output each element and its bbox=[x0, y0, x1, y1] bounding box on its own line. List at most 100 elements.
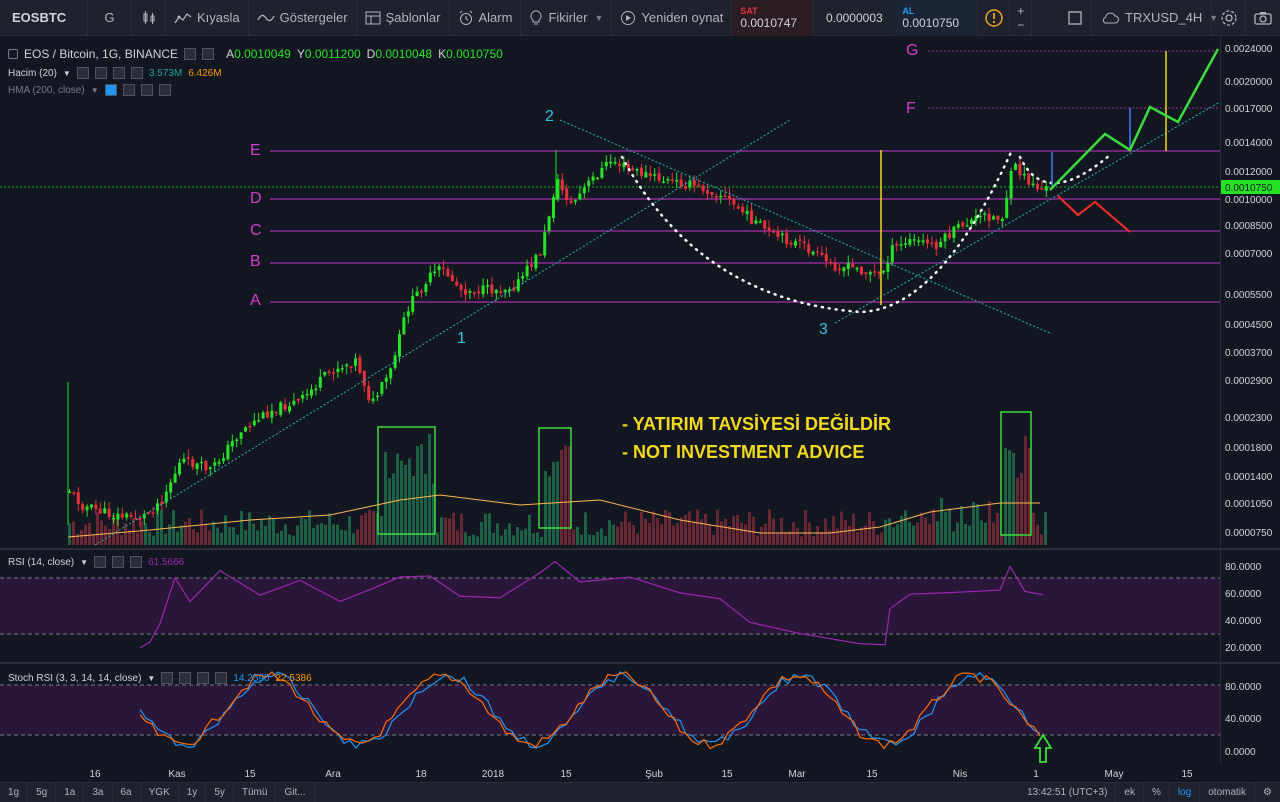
eye-icon[interactable] bbox=[94, 556, 107, 568]
clock[interactable]: 13:42:51 (UTC+3) bbox=[1019, 782, 1117, 802]
interval-button[interactable]: G bbox=[88, 0, 132, 36]
price-tick-label: 0.0017000 bbox=[1225, 104, 1273, 115]
eye-icon[interactable] bbox=[184, 48, 197, 60]
candle-body bbox=[670, 179, 674, 181]
volume-highlight-box bbox=[1000, 411, 1032, 536]
symbol-search-button[interactable]: EOSBTC bbox=[0, 0, 88, 36]
stoch-title[interactable]: Stoch RSI (3, 3, 14, 14, close) bbox=[8, 672, 142, 684]
volume-bar bbox=[188, 518, 191, 545]
chevron-down-icon[interactable]: ▼ bbox=[147, 673, 156, 683]
range-button[interactable]: 5y bbox=[206, 782, 234, 802]
candle-body bbox=[860, 266, 863, 275]
chevron-down-icon[interactable]: ▼ bbox=[80, 557, 89, 567]
range-button[interactable]: Tümü bbox=[234, 782, 277, 802]
minus-icon[interactable]: − bbox=[1017, 17, 1025, 32]
volume-bar bbox=[204, 524, 207, 545]
alert-button[interactable]: Alarm bbox=[450, 0, 522, 36]
percent-toggle[interactable]: % bbox=[1144, 782, 1170, 802]
cup-curve bbox=[620, 148, 1014, 314]
trade-info-button[interactable] bbox=[978, 0, 1011, 36]
candle-body bbox=[455, 281, 459, 286]
add-icon[interactable] bbox=[197, 672, 210, 684]
volume-bar bbox=[1040, 534, 1043, 545]
settings-icon[interactable] bbox=[94, 67, 107, 79]
chart-canvas[interactable] bbox=[0, 36, 1220, 764]
close-icon[interactable] bbox=[158, 84, 171, 96]
volume-title[interactable]: Hacim (20) bbox=[8, 67, 57, 79]
hma-title[interactable]: HMA (200, close) bbox=[8, 84, 85, 96]
axis-settings-button[interactable]: ⚙ bbox=[1263, 786, 1272, 798]
settings-icon[interactable] bbox=[122, 84, 135, 96]
ideas-button[interactable]: Fikirler ▼ bbox=[521, 0, 613, 36]
settings-button[interactable] bbox=[1212, 0, 1246, 36]
price-axis[interactable]: 0.0024000 0.0020000 0.0017000 0.0014000 0.00… bbox=[1220, 36, 1280, 764]
chart-area[interactable] bbox=[0, 36, 1220, 764]
volume-bar bbox=[436, 532, 439, 545]
snapshot-button[interactable] bbox=[1246, 0, 1280, 36]
templates-button[interactable]: Şablonlar bbox=[357, 0, 450, 36]
volume-bar bbox=[228, 527, 231, 545]
volume-bar bbox=[96, 512, 99, 545]
main-series-title[interactable]: EOS / Bitcoin, 1G, BINANCE bbox=[24, 47, 179, 61]
eye-icon[interactable] bbox=[161, 672, 174, 684]
volume-bar bbox=[512, 535, 515, 545]
up-arrow-icon bbox=[1033, 733, 1053, 763]
rsi-title[interactable]: RSI (14, close) bbox=[8, 556, 75, 568]
candle-body bbox=[807, 244, 811, 253]
rsi-line bbox=[139, 560, 1044, 649]
volume-bar bbox=[528, 514, 531, 545]
range-button[interactable]: 5g bbox=[28, 782, 57, 802]
chevron-down-icon[interactable]: ▼ bbox=[90, 85, 99, 95]
volume-bar bbox=[320, 523, 323, 545]
range-button[interactable]: 1g bbox=[0, 782, 29, 802]
compare-button[interactable]: Kıyasla bbox=[166, 0, 249, 36]
range-button[interactable]: 3a bbox=[84, 782, 113, 802]
time-axis[interactable]: 16 Kas 15 Ara 18 2018 15 Şub 15 Mar 15 Nis 1 May 15 bbox=[0, 764, 1280, 782]
range-button[interactable]: 1y bbox=[179, 782, 207, 802]
log-toggle[interactable]: log bbox=[1170, 782, 1201, 802]
plus-icon[interactable]: + bbox=[1017, 3, 1025, 18]
candle-body bbox=[446, 268, 450, 277]
candle-body bbox=[745, 210, 749, 215]
eye-icon[interactable] bbox=[76, 67, 89, 79]
indicators-button[interactable]: Göstergeler bbox=[249, 0, 357, 36]
trend-line bbox=[559, 119, 1053, 335]
settings-icon[interactable] bbox=[112, 556, 125, 568]
pane-separator[interactable] bbox=[0, 662, 1280, 664]
close-icon[interactable] bbox=[130, 556, 143, 568]
volume-bar bbox=[396, 453, 399, 545]
chevron-down-icon: ▼ bbox=[1209, 12, 1219, 23]
range-button[interactable]: 1a bbox=[56, 782, 85, 802]
close-icon[interactable] bbox=[215, 672, 228, 684]
volume-bar bbox=[1028, 448, 1031, 545]
candle-body bbox=[618, 163, 621, 166]
layout-button[interactable]: TRXUSD_4H ▼ bbox=[1092, 0, 1218, 36]
settings-icon[interactable] bbox=[202, 48, 215, 60]
close-label: K bbox=[438, 47, 447, 61]
ideas-label: Fikirler bbox=[548, 10, 588, 25]
sell-button[interactable]: SAT 0.0010747 bbox=[732, 0, 815, 36]
add-icon[interactable] bbox=[112, 67, 125, 79]
close-value: 0.0010750 bbox=[446, 47, 503, 61]
chart-style-button[interactable] bbox=[132, 0, 166, 36]
range-button[interactable]: Git... bbox=[276, 782, 315, 802]
eye-icon[interactable] bbox=[104, 84, 117, 96]
collapse-icon[interactable] bbox=[8, 49, 18, 59]
extended-hours-toggle[interactable]: ek bbox=[1116, 782, 1144, 802]
chevron-down-icon[interactable]: ▼ bbox=[62, 68, 71, 78]
add-icon[interactable] bbox=[140, 84, 153, 96]
range-button[interactable]: 6a bbox=[113, 782, 141, 802]
quantity-stepper[interactable]: + − bbox=[1010, 0, 1033, 36]
candle-body bbox=[138, 517, 142, 521]
candle-body bbox=[147, 512, 151, 514]
pane-separator[interactable] bbox=[0, 548, 1280, 550]
range-button[interactable]: YGK bbox=[141, 782, 179, 802]
settings-icon[interactable] bbox=[179, 672, 192, 684]
volume-bar bbox=[128, 530, 131, 545]
auto-scale-toggle[interactable]: otomatik bbox=[1200, 782, 1256, 802]
fullscreen-button[interactable] bbox=[1058, 0, 1092, 36]
close-icon[interactable] bbox=[130, 67, 143, 79]
candle-body bbox=[90, 504, 93, 508]
replay-button[interactable]: Yeniden oynat bbox=[612, 0, 733, 36]
buy-button[interactable]: AL 0.0010750 bbox=[894, 0, 979, 36]
